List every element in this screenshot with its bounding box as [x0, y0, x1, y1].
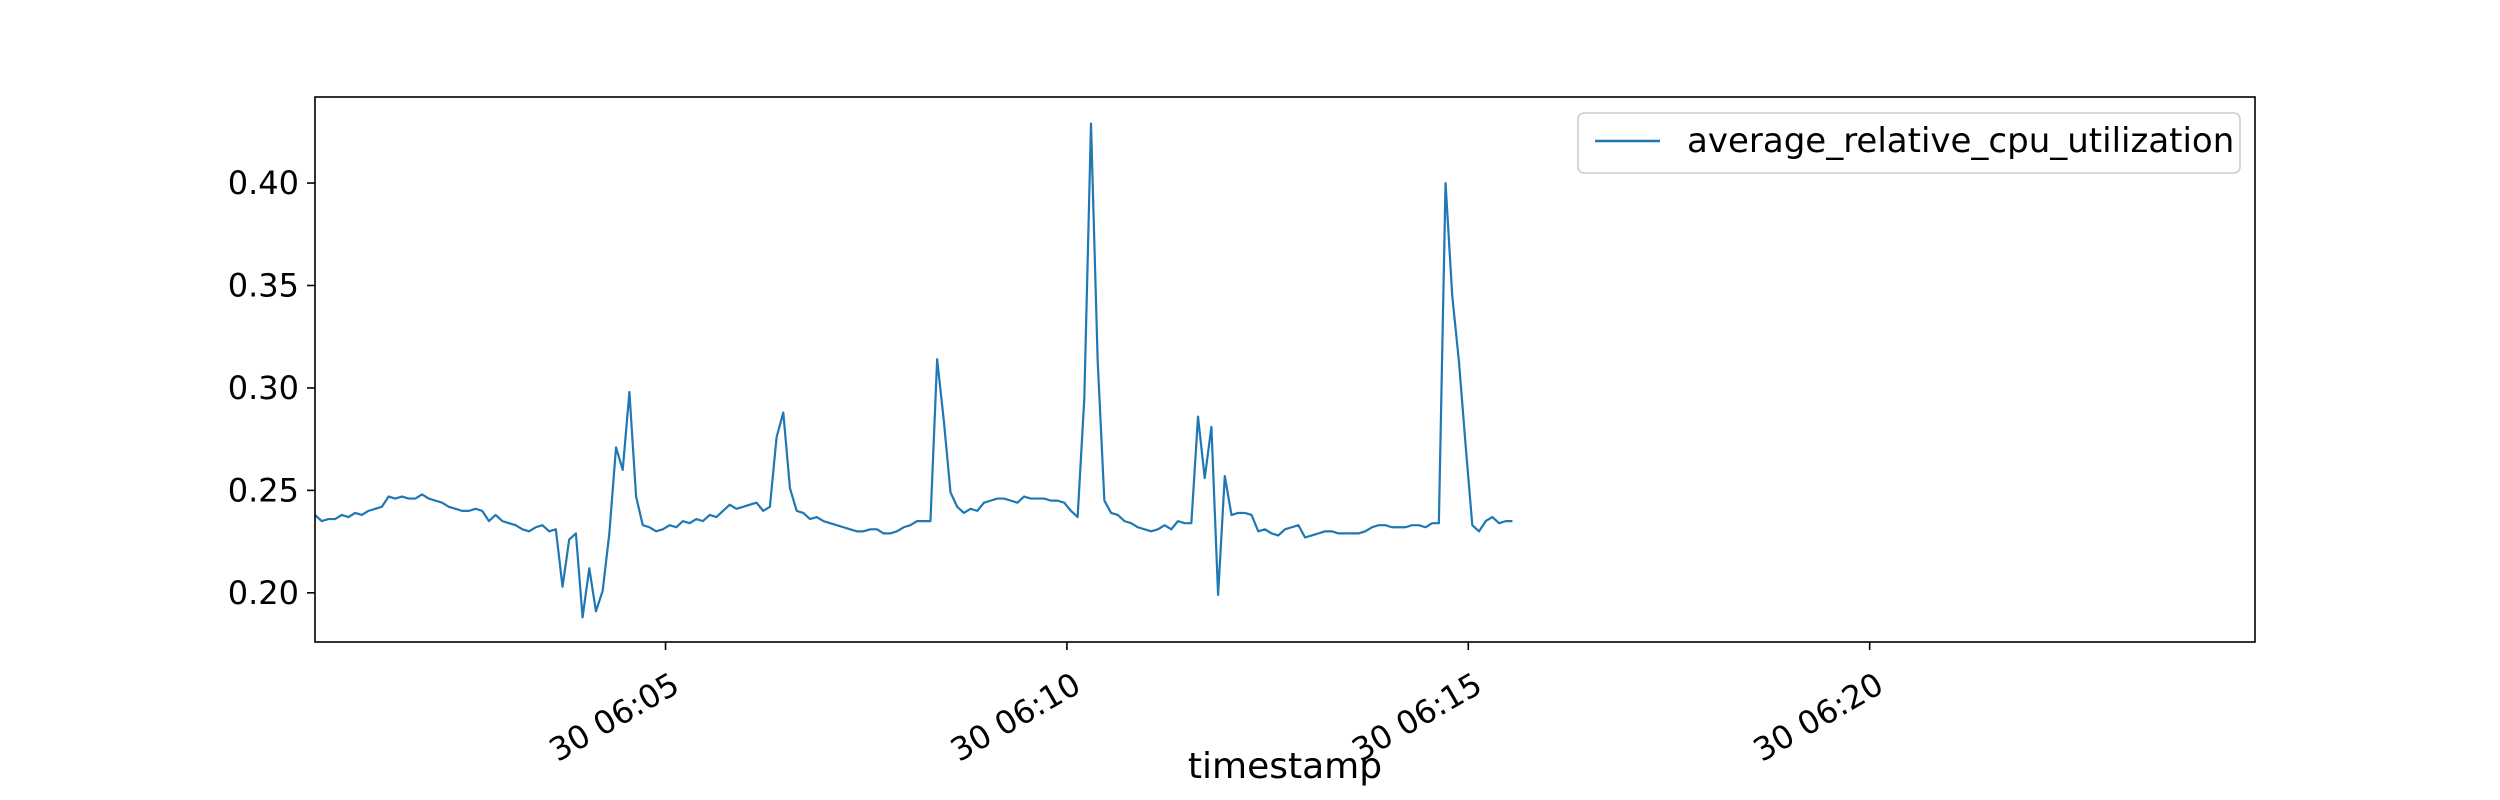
legend: average_relative_cpu_utilization: [1577, 112, 2241, 174]
x-axis-title: timestamp: [1188, 746, 1382, 787]
plot-area-frame: [314, 96, 2256, 643]
legend-label: average_relative_cpu_utilization: [1687, 121, 2234, 161]
y-tick-label-3: 0.35: [228, 266, 299, 304]
y-tick-label-1: 0.25: [228, 471, 299, 509]
legend-frame: [1577, 112, 2241, 174]
y-tick-label-0: 0.20: [228, 574, 299, 612]
y-tick-label-4: 0.40: [228, 164, 299, 202]
series-line-0: [314, 122, 1513, 619]
y-tick-label-2: 0.30: [228, 369, 299, 407]
